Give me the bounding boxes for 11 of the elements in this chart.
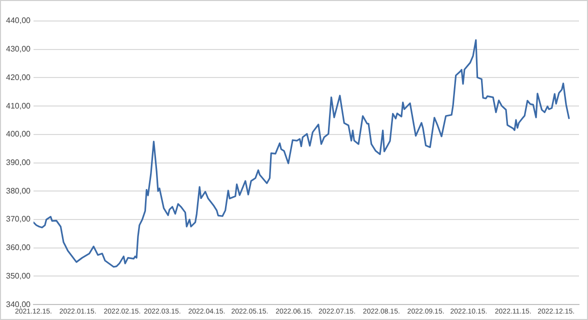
- y-tick-label: 410,00: [6, 101, 32, 110]
- y-tick-label: 370,00: [6, 214, 32, 224]
- y-tick-label: 390,00: [6, 158, 32, 168]
- y-tick-label: 360,00: [6, 243, 32, 252]
- y-tick-label: 440,00: [6, 16, 32, 26]
- y-tick-label: 420,00: [6, 72, 32, 82]
- y-tick-label: 400,00: [6, 130, 32, 139]
- y-tick-label: 430,00: [6, 44, 32, 54]
- y-tick-label: 380,00: [6, 186, 32, 196]
- y-tick-label: 340,00: [6, 300, 32, 309]
- y-tick-label: 350,00: [6, 271, 32, 280]
